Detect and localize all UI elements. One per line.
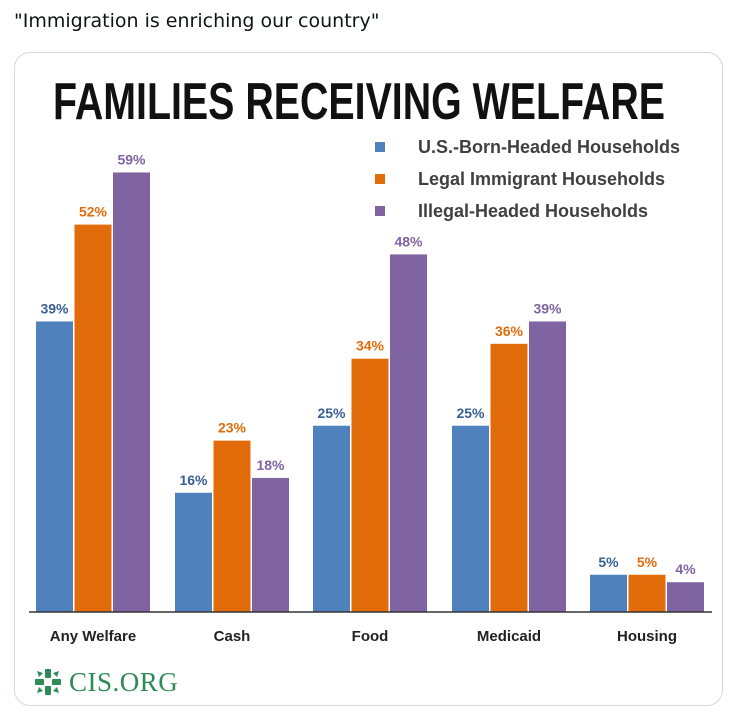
x-tick-label: Housing — [617, 628, 677, 645]
bar-any-welfare-series-1 — [36, 321, 73, 612]
legend-label-series-2: Legal Immigrant Households — [418, 169, 665, 189]
bar-medicaid-series-3 — [529, 321, 566, 612]
data-label-housing-series-1: 5% — [598, 554, 619, 570]
bar-housing-series-2 — [628, 574, 666, 612]
bar-cash-series-2 — [213, 440, 251, 612]
data-label-any-welfare-series-1: 39% — [40, 300, 69, 316]
bar-cash-series-1 — [175, 492, 212, 612]
data-label-cash-series-3: 18% — [256, 457, 285, 473]
data-label-cash-series-1: 16% — [179, 472, 208, 488]
legend-swatch-series-3 — [375, 206, 385, 216]
bar-food-series-3 — [390, 254, 427, 612]
x-tick-label: Medicaid — [477, 628, 541, 645]
data-label-food-series-3: 48% — [394, 233, 423, 249]
data-label-housing-series-3: 4% — [675, 561, 696, 577]
legend-swatch-series-1 — [375, 142, 385, 152]
bar-food-series-1 — [313, 425, 350, 612]
data-label-any-welfare-series-3: 59% — [117, 151, 146, 167]
cis-logo[interactable]: CIS.ORG — [33, 665, 178, 699]
legend-label-series-1: U.S.-Born-Headed Households — [418, 137, 680, 157]
cis-logo-icon — [35, 669, 61, 695]
bar-medicaid-series-1 — [452, 425, 489, 612]
data-label-medicaid-series-3: 39% — [533, 300, 562, 316]
x-tick-label: Cash — [214, 628, 251, 645]
x-tick-label-group: Any Welfare Cash Food Medicaid Housing — [50, 628, 677, 645]
data-label-housing-series-2: 5% — [637, 554, 658, 570]
legend-label-series-3: Illegal-Headed Households — [418, 201, 648, 221]
post-caption: "Immigration is enriching our country" — [14, 10, 380, 32]
bar-cash-series-3 — [252, 477, 289, 612]
bar-group — [36, 172, 704, 612]
chart-card[interactable]: FAMILIES RECEIVING WELFARE U.S.-Born-Hea… — [14, 52, 723, 706]
legend-swatch-series-2 — [375, 174, 385, 184]
welfare-bar-chart: FAMILIES RECEIVING WELFARE U.S.-Born-Hea… — [29, 73, 712, 645]
bar-housing-series-1 — [590, 574, 627, 612]
data-label-cash-series-2: 23% — [218, 420, 247, 436]
bar-housing-series-3 — [667, 582, 704, 612]
x-tick-label: Any Welfare — [50, 628, 136, 645]
bar-any-welfare-series-3 — [113, 172, 150, 612]
logo-text: CIS.ORG — [69, 666, 179, 697]
data-label-group: 39% 52% 59% 16% 23% 18% 25% 34% 48% 25% 36% 39% 5% 5%… — [40, 151, 696, 577]
data-label-any-welfare-series-2: 52% — [79, 204, 108, 220]
bar-any-welfare-series-2 — [74, 224, 112, 612]
data-label-medicaid-series-1: 25% — [456, 405, 485, 421]
chart-legend: U.S.-Born-Headed Households Legal Immigra… — [375, 137, 680, 221]
data-label-food-series-2: 34% — [356, 338, 385, 354]
data-label-medicaid-series-2: 36% — [495, 323, 524, 339]
bar-medicaid-series-2 — [490, 343, 528, 612]
bar-food-series-2 — [351, 358, 389, 612]
chart-title: FAMILIES RECEIVING WELFARE — [53, 73, 665, 131]
x-tick-label: Food — [352, 628, 389, 645]
data-label-food-series-1: 25% — [317, 405, 346, 421]
